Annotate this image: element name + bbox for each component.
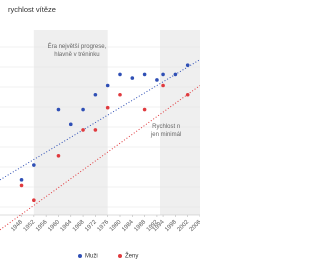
trend-line (0, 85, 200, 231)
era-band (160, 30, 200, 215)
data-point (32, 198, 36, 202)
data-point (155, 78, 159, 82)
data-point (118, 92, 122, 97)
data-point (56, 107, 61, 112)
data-point (118, 72, 122, 77)
annotation: hlavně v tréninku (54, 52, 99, 58)
data-point (105, 83, 110, 88)
chart-title: rychlost vítěze (8, 5, 56, 14)
x-tick-label: 1980 (109, 219, 123, 233)
data-point (93, 128, 98, 132)
x-tick-label: 2002 (177, 219, 191, 233)
data-point (161, 83, 165, 88)
annotation: jen minimál (150, 132, 181, 138)
data-point (173, 72, 178, 77)
data-point (161, 72, 165, 77)
data-point (185, 92, 190, 97)
legend-label: Muži (85, 254, 98, 260)
data-point (93, 92, 98, 97)
x-tick-label: 1964 (60, 219, 74, 233)
legend-label: Ženy (125, 252, 138, 260)
x-tick-label: 1972 (84, 219, 98, 233)
x-tick-label: 1952 (23, 219, 37, 233)
x-tick-label: 1976 (97, 219, 111, 233)
annotation: Rychlost n (152, 124, 180, 130)
x-tick-label: 1960 (47, 219, 61, 233)
data-point (105, 105, 110, 110)
x-tick-label: 1968 (72, 219, 86, 233)
x-tick-label: 1984 (121, 219, 135, 233)
legend-marker (118, 254, 122, 258)
chart: rychlost vítěze Éra největší progrese, hl… (0, 5, 200, 260)
data-point (68, 122, 73, 127)
data-point (185, 63, 190, 67)
data-point (81, 128, 85, 132)
data-point (81, 107, 85, 112)
data-point (32, 163, 36, 167)
data-point (142, 107, 147, 112)
x-tick-label: 2006 (189, 219, 200, 233)
data-point (130, 76, 135, 80)
legend-marker (78, 254, 82, 258)
data-point (19, 183, 24, 188)
x-tick-label: 1956 (35, 219, 49, 233)
data-point (19, 178, 24, 182)
annotation: Éra největší progrese, (48, 43, 107, 50)
data-point (142, 72, 147, 77)
x-tick-label: 1988 (133, 219, 147, 233)
x-tick-label: 1998 (164, 219, 178, 233)
data-point (56, 154, 61, 158)
